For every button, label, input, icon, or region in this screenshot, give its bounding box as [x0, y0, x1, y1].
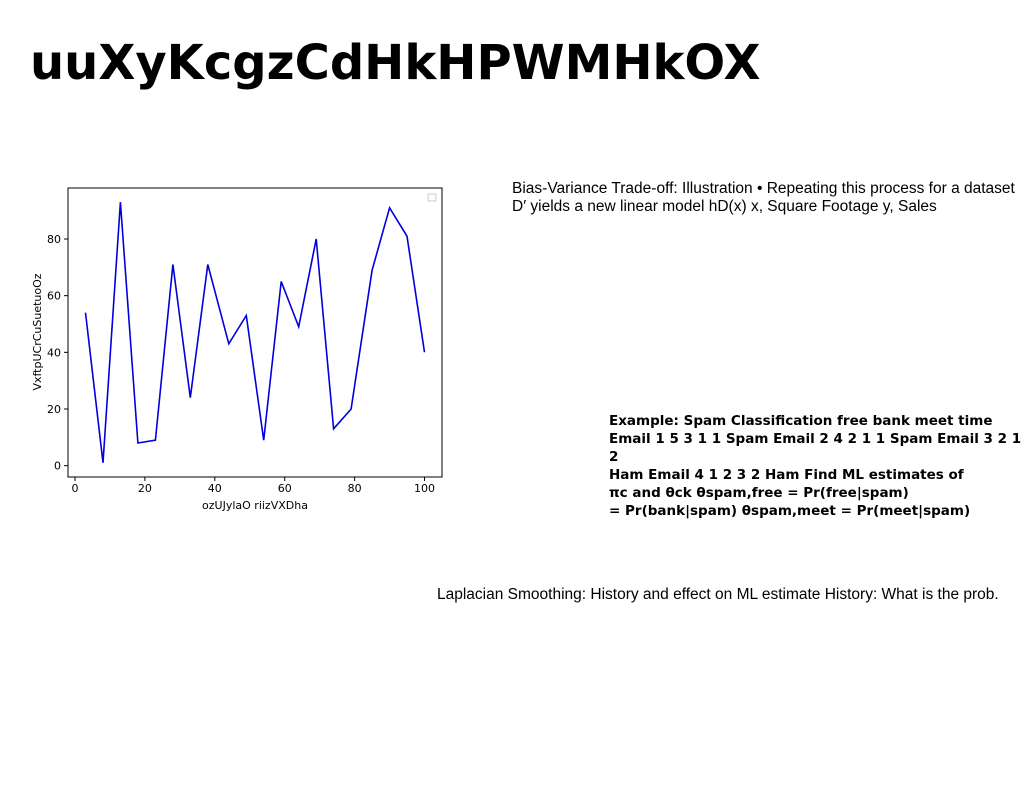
x-tick-label: 0 [71, 482, 78, 495]
y-axis-label: VxftpUCrCuSuetuoOz [31, 273, 44, 390]
y-axis-ticks: 0 20 40 60 80 [47, 233, 68, 473]
x-tick-label: 20 [138, 482, 152, 495]
x-axis-ticks: 0 20 40 60 80 100 [71, 477, 435, 495]
y-tick-label: 40 [47, 346, 61, 359]
line-chart: 0 20 40 60 80 100 0 20 40 60 80 ozUJylaO riizVXDh… [20, 176, 460, 516]
y-tick-label: 0 [54, 460, 61, 473]
series-layer [84, 202, 426, 463]
x-tick-label: 60 [278, 482, 292, 495]
text-block-laplacian: Laplacian Smoothing: History and effect … [437, 586, 999, 603]
page-title: uuXyKcgzCdHkHPWMHkOX [30, 35, 761, 91]
line-chart-svg: 0 20 40 60 80 100 0 20 40 60 80 ozUJylaO riizVXDh… [31, 187, 443, 512]
legend-box [427, 193, 437, 202]
x-tick-label: 80 [348, 482, 362, 495]
text-block-bias-variance: Bias-Variance Trade-off: Illustration • … [512, 180, 1015, 215]
plot-area-frame [67, 187, 443, 478]
y-tick-label: 80 [47, 233, 61, 246]
x-tick-label: 40 [208, 482, 222, 495]
x-axis-label: ozUJylaO riizVXDha [202, 499, 308, 512]
series-line-0 [84, 202, 426, 463]
y-tick-label: 20 [47, 403, 61, 416]
x-tick-label: 100 [414, 482, 435, 495]
text-block-spam-example: Example: Spam Classification free bank m… [609, 413, 1022, 519]
y-tick-label: 60 [47, 290, 61, 303]
